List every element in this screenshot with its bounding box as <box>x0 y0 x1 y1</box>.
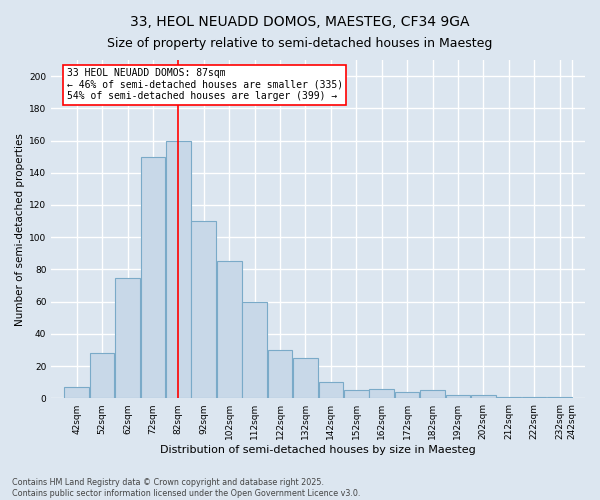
Bar <box>115 278 140 398</box>
Bar <box>319 382 343 398</box>
Bar <box>166 140 191 398</box>
X-axis label: Distribution of semi-detached houses by size in Maesteg: Distribution of semi-detached houses by … <box>160 445 476 455</box>
Text: Size of property relative to semi-detached houses in Maesteg: Size of property relative to semi-detach… <box>107 38 493 51</box>
Bar <box>446 395 470 398</box>
Bar <box>293 358 318 399</box>
Bar <box>344 390 368 398</box>
Bar <box>547 396 572 398</box>
Text: Contains HM Land Registry data © Crown copyright and database right 2025.
Contai: Contains HM Land Registry data © Crown c… <box>12 478 361 498</box>
Bar <box>242 302 267 398</box>
Bar <box>268 350 292 399</box>
Bar <box>471 395 496 398</box>
Bar <box>90 353 115 399</box>
Text: 33 HEOL NEUADD DOMOS: 87sqm
← 46% of semi-detached houses are smaller (335)
54% : 33 HEOL NEUADD DOMOS: 87sqm ← 46% of sem… <box>67 68 343 102</box>
Bar <box>420 390 445 398</box>
Y-axis label: Number of semi-detached properties: Number of semi-detached properties <box>15 132 25 326</box>
Bar <box>217 262 242 398</box>
Bar <box>370 388 394 398</box>
Bar <box>140 156 165 398</box>
Bar <box>522 396 547 398</box>
Bar <box>496 396 521 398</box>
Bar <box>64 387 89 398</box>
Text: 33, HEOL NEUADD DOMOS, MAESTEG, CF34 9GA: 33, HEOL NEUADD DOMOS, MAESTEG, CF34 9GA <box>130 15 470 29</box>
Bar <box>191 221 216 398</box>
Bar <box>395 392 419 398</box>
